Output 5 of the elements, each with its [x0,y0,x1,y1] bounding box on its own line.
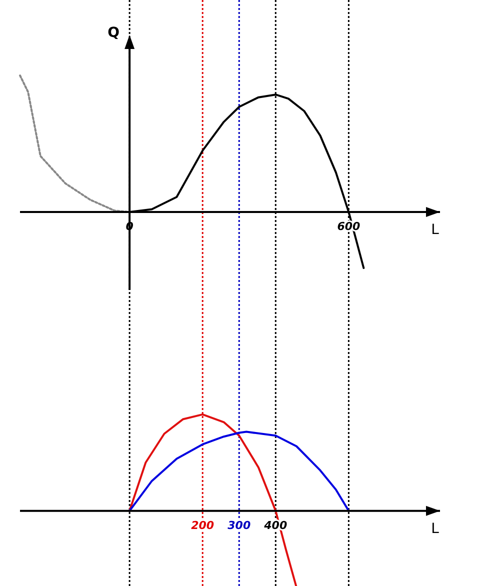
x-axis-title: L [431,222,440,238]
x-tick-label: 300 [228,518,251,532]
y-axis-title: Q [108,25,120,41]
x-tick-label: 200 [191,518,214,532]
x-axis-title: L [431,520,440,537]
